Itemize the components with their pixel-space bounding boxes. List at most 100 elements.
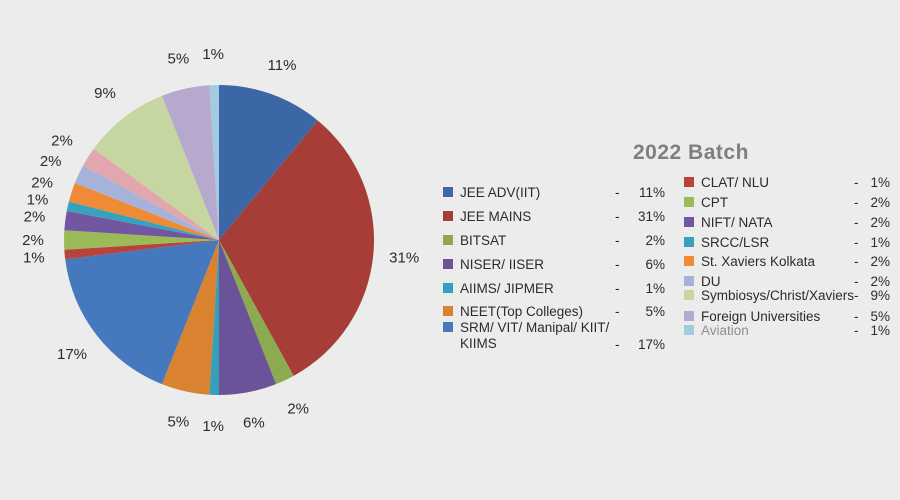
- pie-slice-du: [74, 165, 219, 240]
- legend-value: 2%: [870, 195, 890, 210]
- legend-separator: -: [854, 195, 859, 210]
- pie-percentage-label: 2%: [24, 209, 46, 226]
- legend-label: NIFT/ NATA: [701, 215, 773, 230]
- pie-percentage-label: 1%: [27, 191, 49, 208]
- pie-percentage-label: 6%: [243, 415, 265, 432]
- pie-slice-symbiosys-christ-xaviers: [93, 95, 219, 240]
- pie-slice-jee-adv-iit: [219, 85, 318, 240]
- legend-value: 9%: [870, 288, 890, 303]
- legend-item-nift-nata: NIFT/ NATA -2%: [684, 215, 890, 231]
- pie-slice-nift-nata: [64, 210, 219, 240]
- legend-label: JEE ADV(IIT): [460, 185, 541, 200]
- legend-swatch: [443, 211, 453, 221]
- legend-swatch: [684, 256, 694, 266]
- pie-percentage-label: 2%: [287, 400, 309, 417]
- chart-title: 2022 Batch: [633, 141, 749, 164]
- pie-percentage-label: 2%: [22, 232, 44, 249]
- legend-swatch: [443, 283, 453, 293]
- legend-value: 1%: [870, 175, 890, 190]
- legend-value: 17%: [637, 337, 665, 352]
- legend-separator: -: [854, 215, 859, 230]
- legend-swatch: [443, 306, 453, 316]
- legend-swatch: [684, 325, 694, 335]
- legend-value: 5%: [870, 309, 890, 324]
- legend-item-jee-adv-iit: JEE ADV(IIT) - 11%: [443, 185, 665, 201]
- pie-percentage-label: 11%: [268, 57, 297, 74]
- legend-label: CPT: [701, 195, 728, 210]
- legend-label: Symbiosys/Christ/Xaviers: [701, 288, 855, 303]
- legend-swatch: [684, 177, 694, 187]
- legend-value: 1%: [870, 235, 890, 250]
- legend-separator: -: [615, 337, 620, 352]
- legend-swatch: [684, 276, 694, 286]
- legend-separator: -: [854, 254, 859, 269]
- pie-slice-bitsat: [219, 240, 294, 385]
- pie-slice-foreign-universities: [161, 85, 219, 240]
- legend-item-niser-iiser: NISER/ IISER - 6%: [443, 257, 665, 273]
- legend-label: Foreign Universities: [701, 309, 821, 324]
- pie-percentage-label: 2%: [40, 153, 62, 170]
- pie-percentage-label: 5%: [168, 414, 190, 431]
- legend-label: DU: [701, 274, 721, 289]
- legend-swatch: [443, 187, 453, 197]
- legend-item-cpt: CPT -2%: [684, 195, 890, 211]
- legend-value: 11%: [638, 185, 665, 200]
- legend-item-srcc-lsr: SRCC/LSR -1%: [684, 235, 890, 251]
- legend-separator: -: [615, 281, 620, 296]
- pie-percentage-label: 5%: [168, 51, 190, 68]
- legend-separator: -: [854, 309, 859, 324]
- legend-item-foreign-universities: Foreign Universities -5%: [684, 309, 890, 325]
- legend-value: 6%: [645, 257, 665, 272]
- legend-separator: -: [615, 233, 620, 248]
- pie-slice-srcc-lsr: [66, 201, 219, 240]
- legend-value: 1%: [870, 323, 890, 338]
- legend-swatch: [684, 237, 694, 247]
- legend-swatch: [443, 259, 453, 269]
- legend-separator: -: [854, 323, 859, 338]
- legend-item-srm-vit-manipal-kiit-kiims: SRM/ VIT/ Manipal/ KIIT/ KIIMS - 17%: [443, 320, 665, 354]
- legend-item-aviation: Aviation -1%: [684, 323, 890, 339]
- legend-separator: -: [615, 304, 620, 319]
- legend-left-column: JEE ADV(IIT) - 11% JEE MAINS - 31% BITSAT - 2% NI…: [443, 0, 665, 500]
- pie-slice-clat-nlu: [64, 240, 219, 260]
- legend-separator: -: [854, 288, 859, 303]
- legend-label: NISER/ IISER: [460, 257, 545, 272]
- pie-slice-jee-mains: [219, 120, 375, 376]
- legend-item-bitsat: BITSAT - 2%: [443, 233, 665, 249]
- legend-item-symbiosys-christ-xaviers: Symbiosys/Christ/Xaviers -9%: [684, 288, 890, 304]
- legend-swatch: [443, 322, 453, 332]
- legend-label: St. Xaviers Kolkata: [701, 254, 816, 269]
- legend-item-clat-nlu: CLAT/ NLU -1%: [684, 175, 890, 191]
- legend-label: SRM/ VIT/ Manipal/ KIIT/ KIIMS: [460, 320, 610, 351]
- legend-value: 2%: [645, 233, 665, 248]
- legend-value: 2%: [870, 215, 890, 230]
- pie-percentage-label: 1%: [202, 46, 224, 63]
- legend-swatch: [684, 197, 694, 207]
- legend-separator: -: [854, 175, 859, 190]
- legend-item-aiims-jipmer: AIIMS/ JIPMER - 1%: [443, 281, 665, 297]
- legend-label: NEET(Top Colleges): [460, 304, 584, 319]
- pie-slice-niser-iiser: [219, 240, 277, 395]
- pie-slice-st-xaviers-kolkata: [68, 182, 220, 240]
- legend-swatch: [684, 290, 694, 300]
- pie-percentage-label: 2%: [31, 175, 53, 192]
- legend-item-du: DU -2%: [684, 274, 890, 290]
- legend-value: 1%: [645, 281, 665, 296]
- legend-label: SRCC/LSR: [701, 235, 770, 250]
- legend-item-jee-mains: JEE MAINS - 31%: [443, 209, 665, 225]
- pie-slice-aviation: [209, 85, 219, 240]
- pie-slice-aiims-jipmer: [209, 240, 219, 395]
- legend-label: JEE MAINS: [460, 209, 532, 224]
- legend-separator: -: [854, 274, 859, 289]
- legend-label: BITSAT: [460, 233, 507, 248]
- pie-slice-cpt: [64, 230, 219, 250]
- legend-value: 31%: [637, 209, 665, 224]
- legend-swatch: [443, 235, 453, 245]
- pie-slice-neet-top-colleges: [161, 240, 219, 395]
- legend-swatch: [684, 217, 694, 227]
- legend-separator: -: [615, 257, 620, 272]
- pie-percentage-label: 1%: [23, 250, 45, 267]
- pie-percentage-label: 31%: [389, 250, 419, 267]
